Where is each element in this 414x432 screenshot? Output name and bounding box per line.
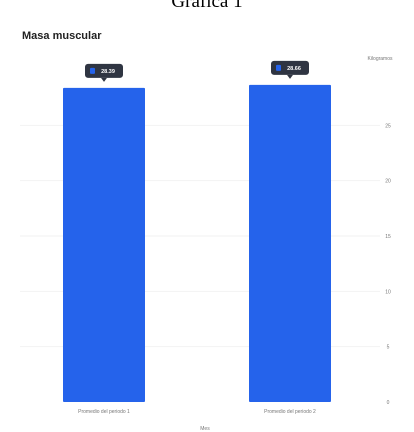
x-tick-label: Promedio del periodo 1 <box>78 409 130 415</box>
y-tick-label: 0 <box>387 400 390 406</box>
x-tick-label: Promedio del periodo 2 <box>264 409 316 415</box>
y-tick-label: 25 <box>385 123 391 129</box>
y-tick-label: 5 <box>387 345 390 351</box>
legend-swatch <box>276 64 281 71</box>
legend-swatch <box>90 67 95 74</box>
y-axis-title: Kilogramos <box>367 56 393 62</box>
x-axis-title: Mes <box>200 426 210 432</box>
value-tooltip-pointer <box>287 74 293 79</box>
bar <box>249 84 331 402</box>
y-tick-label: 20 <box>385 179 391 185</box>
data-label: 28.39 <box>101 69 115 75</box>
chart-title: Masa muscular <box>22 30 102 42</box>
value-tooltip <box>85 63 123 78</box>
value-tooltip-pointer <box>101 77 107 82</box>
y-tick-label: 15 <box>385 234 391 240</box>
value-tooltip <box>271 60 309 75</box>
data-label: 28.66 <box>287 66 301 72</box>
bar <box>63 87 145 403</box>
y-tick-label: 10 <box>385 289 391 295</box>
page-heading: Gráfica 1 <box>171 0 243 12</box>
